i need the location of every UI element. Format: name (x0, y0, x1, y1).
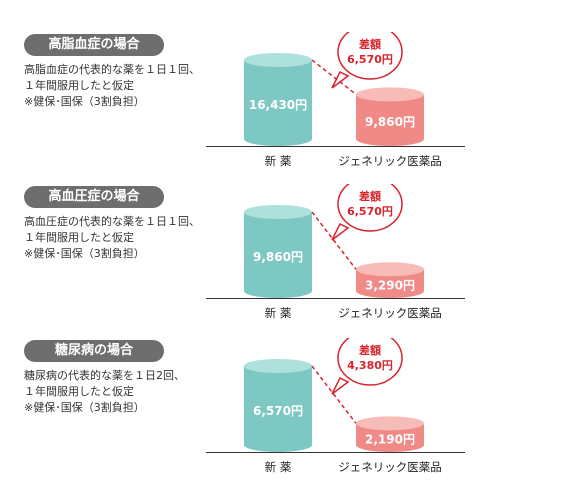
category-label: ジェネリック医薬品 (338, 306, 442, 320)
category-label: 新 薬 (265, 460, 292, 474)
bar-body (356, 94, 424, 146)
category-label: 新 薬 (265, 154, 292, 168)
bubble-shape (331, 222, 350, 241)
bar-body (244, 60, 312, 146)
difference-connector (311, 365, 357, 424)
section-hypertension: 高血圧症の場合 高血圧症の代表的な薬を１日１回、 １年間服用したと仮定 ※健保･… (0, 184, 565, 334)
difference-connector (311, 59, 357, 95)
desc-line: ※健保･国保（3割負担） (24, 401, 145, 414)
desc-line: １年間服用したと仮定 (24, 385, 134, 398)
difference-value: 4,380円 (347, 359, 393, 372)
section-description: 糖尿病の代表的な薬を１日2回、 １年間服用したと仮定 ※健保･国保（3割負担） (24, 368, 254, 416)
section-title: 糖尿病の場合 (24, 340, 164, 362)
desc-line: 高脂血症の代表的な薬を１日１回、 (24, 63, 200, 76)
bubble-circle (337, 32, 403, 80)
desc-line: 高血圧症の代表的な薬を１日１回、 (24, 215, 200, 228)
bar-top (244, 53, 312, 67)
category-label: ジェネリック医薬品 (338, 154, 442, 168)
difference-bubble: 差額 4,380円 (331, 338, 403, 395)
bar-top (356, 87, 424, 102)
section-description: 高血圧症の代表的な薬を１日１回、 １年間服用したと仮定 ※健保･国保（3割負担） (24, 214, 254, 262)
bar-value-label: 6,570円 (253, 404, 303, 418)
difference-value: 6,570円 (347, 205, 393, 218)
bubble-shape (331, 376, 350, 395)
bar-body (244, 366, 312, 452)
bar-top (356, 262, 424, 277)
category-label: ジェネリック医薬品 (338, 460, 442, 474)
bubble-circle (337, 338, 403, 386)
section-hyperlipidemia: 高脂血症の場合 高脂血症の代表的な薬を１日１回、 １年間服用したと仮定 ※健保･… (0, 32, 565, 182)
bar-body (244, 212, 312, 298)
difference-bubble: 差額 6,570円 (331, 32, 403, 89)
difference-label: 差額 (359, 343, 381, 357)
difference-label: 差額 (359, 189, 381, 203)
desc-line: ※健保･国保（3割負担） (24, 95, 145, 108)
category-label: 新 薬 (265, 306, 292, 320)
bar-value-label: 9,860円 (253, 250, 303, 264)
bar-top (244, 205, 312, 219)
bar-top (356, 416, 424, 431)
bar-body (356, 269, 424, 298)
bar-top (244, 359, 312, 373)
difference-bubble: 差額 6,570円 (331, 184, 403, 241)
desc-line: ※健保･国保（3割負担） (24, 247, 145, 260)
bar-body (356, 423, 424, 452)
bar-value-label: 3,290円 (365, 279, 415, 293)
desc-line: １年間服用したと仮定 (24, 79, 134, 92)
bar-value-label: 16,430円 (249, 98, 307, 112)
section-diabetes: 糖尿病の場合 糖尿病の代表的な薬を１日2回、 １年間服用したと仮定 ※健保･国保… (0, 338, 565, 488)
difference-value: 6,570円 (347, 53, 393, 66)
difference-label: 差額 (359, 37, 381, 51)
bar-value-label: 9,860円 (365, 115, 415, 129)
section-description: 高脂血症の代表的な薬を１日１回、 １年間服用したと仮定 ※健保･国保（3割負担） (24, 62, 254, 110)
bar-value-label: 2,190円 (365, 433, 415, 447)
desc-line: 糖尿病の代表的な薬を１日2回、 (24, 369, 185, 382)
difference-connector (311, 211, 357, 270)
desc-line: １年間服用したと仮定 (24, 231, 134, 244)
section-title: 高血圧症の場合 (24, 186, 164, 208)
bubble-circle (337, 184, 403, 232)
section-title: 高脂血症の場合 (24, 34, 164, 56)
